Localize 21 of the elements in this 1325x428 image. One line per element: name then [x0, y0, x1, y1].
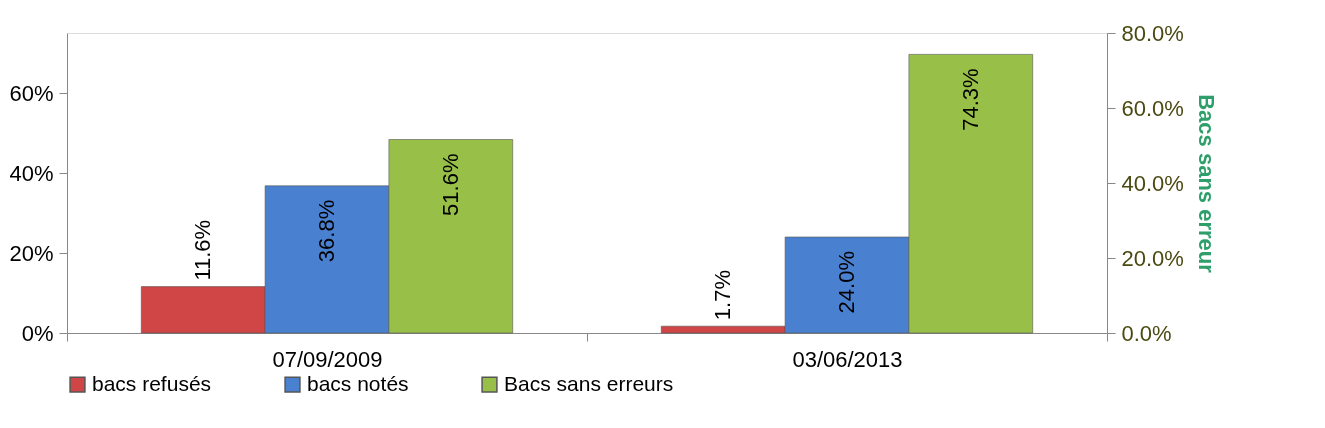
data-label: 51.6% [437, 153, 463, 216]
y-tick-label: 0% [21, 320, 54, 346]
y2-tick-label: 60.0% [1121, 95, 1184, 121]
x-tick-label: 03/06/2013 [792, 346, 903, 372]
legend-label: Bacs sans erreurs [504, 371, 674, 395]
legend-label: bacs refusés [92, 371, 212, 395]
data-label: 11.6% [190, 219, 216, 281]
legend-label: bacs notés [307, 371, 409, 395]
data-label: 1.7% [710, 270, 736, 321]
y2-tick-label: 0.0% [1121, 320, 1172, 346]
y2-tick-label: 40.0% [1121, 170, 1184, 196]
y-tick-label: 40% [9, 160, 54, 186]
data-label: 74.3% [957, 68, 983, 131]
data-label: 36.8% [314, 199, 339, 263]
y2-axis-title: Bacs sans erreur [1193, 94, 1219, 274]
y-tick-label: 20% [9, 240, 54, 266]
x-tick-label: 07/09/2009 [272, 346, 383, 372]
y2-tick-label: 20.0% [1121, 245, 1184, 271]
y2-tick-label: 80.0% [1121, 20, 1184, 46]
data-label: 24.0% [834, 251, 859, 314]
y-tick-label: 60% [9, 80, 54, 106]
